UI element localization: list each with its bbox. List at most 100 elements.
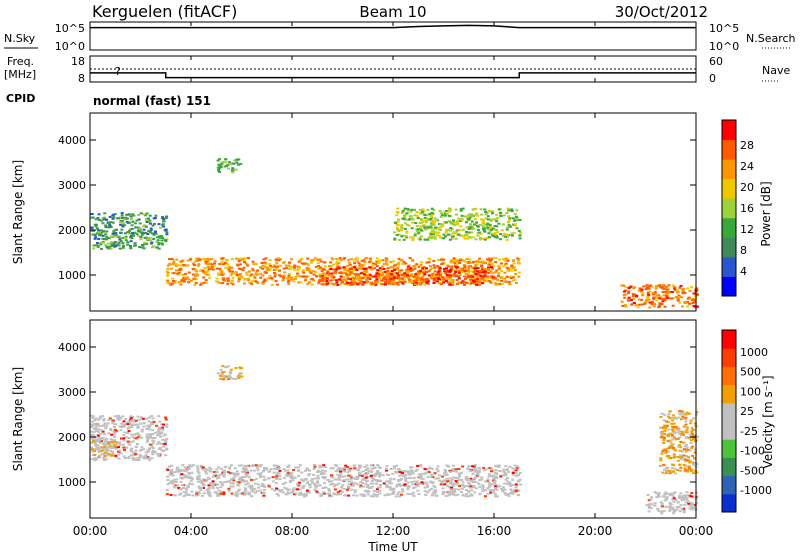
heatmap-cell [406, 270, 410, 273]
heatmap-cell [171, 280, 175, 282]
colorbar-tick-label: 500 [740, 366, 761, 379]
heatmap-cell [508, 225, 512, 228]
heatmap-cell [688, 507, 692, 510]
heatmap-cell [132, 458, 136, 461]
heatmap-cell [295, 483, 299, 486]
heatmap-cell [439, 483, 443, 486]
heatmap-cell [404, 478, 408, 481]
heatmap-cell [368, 266, 372, 269]
heatmap-cell [235, 470, 239, 473]
heatmap-cell [219, 166, 223, 169]
heatmap-cell [493, 271, 497, 274]
heatmap-cell [343, 468, 346, 471]
heatmap-cell [227, 268, 231, 271]
heatmap-cell [90, 449, 94, 452]
heatmap-cell [119, 223, 123, 226]
heatmap-cell [671, 506, 675, 509]
heatmap-cell [374, 473, 378, 476]
heatmap-cell [513, 278, 517, 281]
heatmap-cell [431, 482, 435, 484]
heatmap-cell [444, 230, 448, 233]
heatmap-cell [681, 289, 685, 292]
heatmap-cell [223, 481, 226, 484]
heatmap-cell [491, 210, 495, 213]
heatmap-cell [492, 489, 495, 492]
heatmap-cell [459, 471, 463, 474]
heatmap-cell [111, 422, 115, 425]
heatmap-cell [445, 278, 448, 281]
heatmap-cell [676, 299, 680, 302]
heatmap-cell [682, 425, 686, 428]
heatmap-cell [368, 277, 372, 279]
heatmap-cell [507, 470, 511, 473]
heatmap-cell [262, 479, 266, 481]
heatmap-cell [691, 502, 694, 505]
heatmap-cell [134, 449, 138, 452]
heatmap-cell [358, 465, 362, 467]
heatmap-cell [389, 277, 393, 280]
heatmap-cell [266, 268, 270, 271]
heatmap-cell [133, 452, 137, 455]
heatmap-cell [129, 240, 133, 243]
heatmap-cell [481, 237, 485, 240]
heatmap-cell [395, 470, 399, 473]
heatmap-cell [340, 491, 344, 493]
heatmap-cell [415, 263, 419, 266]
heatmap-cell [102, 418, 106, 421]
heatmap-cell [111, 244, 115, 247]
heatmap-cell [488, 467, 492, 470]
heatmap-cell [311, 481, 315, 484]
heatmap-cell [215, 477, 219, 480]
heatmap-cell [286, 473, 290, 476]
heatmap-cell [93, 457, 97, 460]
heatmap-cell [172, 485, 176, 488]
heatmap-cell [432, 282, 436, 284]
heatmap-cell [406, 481, 410, 484]
heatmap-cell [515, 488, 518, 491]
heatmap-cell [91, 417, 95, 419]
heatmap-cell [476, 234, 480, 237]
heatmap-cell [670, 446, 674, 449]
heatmap-cell [313, 484, 317, 487]
heatmap-cell [307, 281, 311, 284]
colorbar-swatch [722, 159, 736, 180]
heatmap-cell [137, 434, 141, 436]
heatmap-cell [388, 480, 392, 483]
heatmap-cell [474, 487, 478, 490]
heatmap-cell [163, 239, 167, 241]
heatmap-cell [631, 293, 635, 296]
heatmap-cell [475, 280, 479, 282]
heatmap-cell [211, 485, 215, 488]
heatmap-cell [500, 270, 504, 272]
heatmap-cell [678, 286, 682, 289]
heatmap-cell [121, 225, 125, 228]
heatmap-cell [406, 272, 409, 275]
heatmap-cell [140, 246, 144, 249]
heatmap-cell [460, 487, 464, 490]
heatmap-cell [374, 275, 378, 278]
heatmap-cell [389, 273, 393, 276]
heatmap-cell [378, 484, 382, 486]
heatmap-cell [294, 277, 297, 280]
heatmap-cell [90, 229, 94, 232]
heatmap-cell [690, 439, 693, 442]
heatmap-cell [274, 268, 278, 271]
heatmap-cell [95, 440, 99, 443]
heatmap-cell [180, 279, 184, 282]
heatmap-cell [399, 269, 403, 272]
heatmap-cell [268, 263, 272, 266]
heatmap-cell [282, 476, 286, 479]
heatmap-cell [304, 494, 308, 497]
heatmap-cell [156, 452, 160, 455]
heatmap-cell [348, 282, 352, 285]
heatmap-cell [312, 270, 316, 273]
heatmap-cell [370, 467, 374, 470]
heatmap-cell [217, 274, 221, 276]
heatmap-cell [110, 243, 114, 246]
heatmap-cell [400, 212, 404, 214]
heatmap-cell [449, 260, 453, 263]
heatmap-cell [306, 491, 309, 494]
heatmap-cell [692, 417, 695, 420]
heatmap-cell [426, 476, 430, 479]
heatmap-cell [397, 491, 401, 494]
